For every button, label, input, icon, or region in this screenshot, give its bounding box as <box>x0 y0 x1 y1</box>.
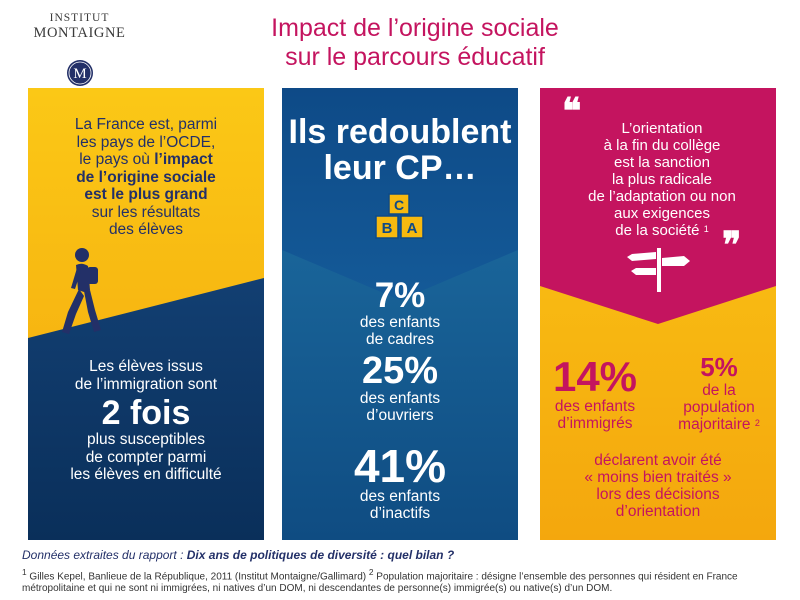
stat-label: d’ouvriers <box>366 407 434 424</box>
report-title: Dix ans de politiques de diversité : que… <box>186 548 455 562</box>
cp-heading: Ils redoublent leur CP… <box>282 114 518 186</box>
intro-end: des élèves <box>108 221 184 238</box>
quote-line: de la société <box>615 222 700 239</box>
source-line: Données extraites du rapport : Dix ans d… <box>22 548 454 562</box>
intro-line: le pays où <box>79 151 150 168</box>
stat-cadres: 7% des enfants de cadres <box>282 276 518 349</box>
footnote-number: 2 <box>368 567 374 577</box>
stat-value: 14% <box>552 353 638 400</box>
stat-label: des enfants <box>359 390 441 407</box>
stat-label: de cadres <box>365 331 435 348</box>
oecd-statement: La France est, parmi les pays de l’OCDE,… <box>28 116 264 239</box>
conclusion-line: « moins bien traités » <box>584 469 732 486</box>
immigration-statement: Les élèves issus de l’immigration sont 2… <box>28 358 264 484</box>
footnote-ref: 1 <box>703 224 709 234</box>
quote-line: est la sanction <box>614 154 710 171</box>
intro-bold: de l’origine sociale <box>76 168 216 186</box>
close-quote-icon: ❞ <box>722 225 742 265</box>
stat-ouvriers: 25% des enfants d’ouvriers <box>282 352 518 424</box>
logo-line-2: MONTAIGNE <box>33 25 126 41</box>
intro-bold: est le plus grand <box>84 186 208 203</box>
after-line: plus susceptibles <box>86 431 206 448</box>
institut-montaigne-logo: INSTITUT MONTAIGNE <box>22 12 137 42</box>
page-title: Impact de l’origine sociale sur le parco… <box>185 14 645 72</box>
abc-blocks-icon: C B A <box>375 193 424 239</box>
immig-line: de l’immigration sont <box>74 375 218 393</box>
title-line-1: Impact de l’origine sociale <box>271 14 559 42</box>
montaigne-seal-icon: M <box>67 60 93 86</box>
quote-line: aux exigences <box>614 205 710 222</box>
signpost-icon <box>627 248 690 292</box>
quote-line: à la fin du collège <box>603 137 721 154</box>
heading-line: leur CP… <box>323 149 477 187</box>
intro-end: sur les résultats <box>91 203 201 221</box>
quote-line: la plus radicale <box>611 171 713 188</box>
block-letter: B <box>382 220 393 237</box>
footnotes: 1 Gilles Kepel, Banlieue de la Républiqu… <box>22 566 782 595</box>
stat-value: 5% <box>700 352 738 382</box>
middle-panel-background <box>282 88 518 540</box>
after-line: les élèves en difficulté <box>70 466 222 483</box>
walking-man-icon <box>62 248 101 334</box>
open-quote-icon: ❝ <box>562 91 582 131</box>
source-prefix: Données extraites du rapport : <box>22 548 187 562</box>
stat-label: des enfants <box>359 314 441 331</box>
panel-oecd-immigration: La France est, parmi les pays de l’OCDE,… <box>28 88 264 540</box>
stat-value: 7% <box>374 276 426 315</box>
quote-line: L’orientation <box>621 120 703 137</box>
block-letter: A <box>407 220 418 237</box>
orientation-quote: L’orientation à la fin du collège est la… <box>544 120 776 239</box>
stat-label: des enfants <box>554 398 636 415</box>
intro-line: les pays de l’OCDE, <box>76 133 216 151</box>
block-letter: C <box>394 197 404 213</box>
intro-bold: l’impact <box>154 151 213 168</box>
footnote-text: Gilles Kepel, Banlieue de la République,… <box>26 571 369 583</box>
conclusion-line: déclarent avoir été <box>594 452 722 469</box>
conclusion-line: d’orientation <box>615 503 701 520</box>
stat-label: de la <box>702 382 736 399</box>
stat-inactifs: 41% des enfants d’inactifs <box>282 440 518 522</box>
footnote-text: Population majoritaire : désigne l’ensem… <box>22 571 738 595</box>
stat-majoritaire: 5% de la population majoritaire 2 <box>664 352 774 433</box>
footnote-number: 1 <box>22 567 27 577</box>
stat-value: 41% <box>353 440 447 492</box>
heading-line: Ils redoublent <box>288 113 512 151</box>
panel-cp-repeat: Ils redoublent leur CP… C B A 7% des enf… <box>282 88 518 540</box>
seal-letter: M <box>73 66 86 82</box>
logo-line-1: INSTITUT <box>49 12 110 24</box>
orientation-conclusion: déclarent avoir été « moins bien traités… <box>540 452 776 520</box>
quote-line: de l’adaptation ou non <box>588 188 736 205</box>
two-times-value: 2 fois <box>101 394 191 432</box>
conclusion-line: lors des décisions <box>596 486 720 503</box>
footnote-ref: 2 <box>754 418 760 428</box>
stat-label: des enfants <box>359 488 441 505</box>
stat-label: d’immigrés <box>557 415 633 432</box>
stat-value: 25% <box>361 350 439 392</box>
stat-label: majoritaire <box>678 416 751 433</box>
after-line: de compter parmi <box>85 448 207 466</box>
stat-label: population <box>683 399 755 416</box>
right-panel-background <box>540 88 776 540</box>
left-panel-background <box>28 88 264 540</box>
intro-line: La France est, parmi <box>74 116 218 133</box>
panel-orientation: ❝ ❞ L’orientation à la fin du collège es… <box>540 88 776 540</box>
immig-line: Les élèves issus <box>89 358 203 375</box>
title-line-2: sur le parcours éducatif <box>285 43 545 71</box>
stat-label: d’inactifs <box>369 505 431 522</box>
stat-immigres: 14% des enfants d’immigrés <box>540 353 660 433</box>
